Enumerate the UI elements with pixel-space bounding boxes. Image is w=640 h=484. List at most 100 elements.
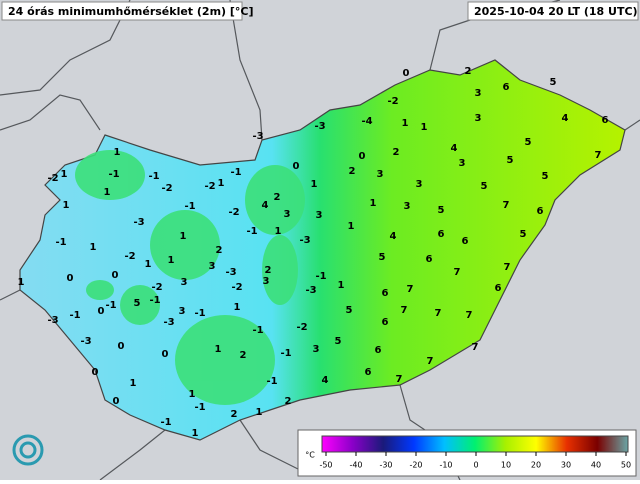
legend-tick-label: 30 xyxy=(561,461,571,470)
station-value: 5 xyxy=(550,77,557,88)
country-area xyxy=(19,59,626,441)
station-value: -1 xyxy=(69,310,80,321)
station-value: 7 xyxy=(454,267,461,278)
station-value: 1 xyxy=(402,118,409,129)
station-value: -1 xyxy=(194,308,205,319)
station-value: 1 xyxy=(256,407,263,418)
legend-tick-label: -30 xyxy=(379,461,392,470)
title-box: 24 órás minimumhőmérséklet (2m) [°C] xyxy=(1,1,254,21)
legend-tick-label: -20 xyxy=(409,461,422,470)
station-value: 5 xyxy=(481,181,488,192)
station-value: 7 xyxy=(472,342,479,353)
station-value: -3 xyxy=(133,217,144,228)
station-value: 0 xyxy=(162,349,169,360)
station-value: -3 xyxy=(299,235,310,246)
station-value: -1 xyxy=(108,169,119,180)
station-value: 6 xyxy=(462,236,469,247)
station-value: 7 xyxy=(401,305,408,316)
station-value: 1 xyxy=(114,147,121,158)
station-value: 6 xyxy=(537,206,544,217)
station-value: 1 xyxy=(215,344,222,355)
station-value: 1 xyxy=(18,277,25,288)
station-value: -1 xyxy=(252,325,263,336)
station-value: 3 xyxy=(475,88,482,99)
station-value: -3 xyxy=(225,267,236,278)
station-value: 1 xyxy=(180,231,187,242)
station-value: 3 xyxy=(316,210,323,221)
station-value: 6 xyxy=(438,229,445,240)
station-value: -2 xyxy=(151,282,162,293)
station-value: 5 xyxy=(542,171,549,182)
station-value: 3 xyxy=(284,209,291,220)
station-value: 1 xyxy=(192,428,199,439)
station-value: 0 xyxy=(98,306,105,317)
station-value: -1 xyxy=(160,417,171,428)
station-value: 1 xyxy=(421,122,428,133)
station-value: 5 xyxy=(507,155,514,166)
station-value: 1 xyxy=(311,179,318,190)
station-value: 7 xyxy=(466,310,473,321)
station-value: -1 xyxy=(266,376,277,387)
station-value: 2 xyxy=(216,245,223,256)
station-value: 3 xyxy=(263,276,270,287)
station-value: 5 xyxy=(520,229,527,240)
station-value: 3 xyxy=(459,158,466,169)
legend-unit: °C xyxy=(305,451,315,460)
station-value: 5 xyxy=(438,205,445,216)
station-value: 1 xyxy=(168,255,175,266)
station-value: -3 xyxy=(305,285,316,296)
station-value: 0 xyxy=(403,68,410,79)
timestamp-box: 2025-10-04 20 LT (18 UTC) xyxy=(467,1,639,21)
station-value: 1 xyxy=(130,378,137,389)
station-value: -1 xyxy=(184,201,195,212)
station-value: 2 xyxy=(231,409,238,420)
legend: °C -50 -40 -30 -20 -10 0 10 20 30 40 50 xyxy=(297,429,637,477)
station-value: -3 xyxy=(80,336,91,347)
legend-tick-label: 0 xyxy=(473,461,478,470)
station-value: 1 xyxy=(348,221,355,232)
color-bar xyxy=(321,435,629,453)
station-value: 1 xyxy=(234,302,241,313)
station-value: 5 xyxy=(346,305,353,316)
station-value: -3 xyxy=(163,317,174,328)
station-value: 1 xyxy=(63,200,70,211)
station-value: 2 xyxy=(240,350,247,361)
legend-tick-label: 10 xyxy=(501,461,511,470)
station-value: 3 xyxy=(179,306,186,317)
station-value: -1 xyxy=(246,226,257,237)
legend-tick-label: 20 xyxy=(531,461,541,470)
station-value: 4 xyxy=(322,375,329,386)
station-value: -2 xyxy=(387,96,398,107)
station-value: -3 xyxy=(314,121,325,132)
station-value: -2 xyxy=(124,251,135,262)
station-value: 1 xyxy=(338,280,345,291)
station-value: 0 xyxy=(112,270,119,281)
station-value: 2 xyxy=(285,396,292,407)
station-value: 2 xyxy=(274,192,281,203)
station-value: -1 xyxy=(105,300,116,311)
station-value: 6 xyxy=(426,254,433,265)
station-value: 0 xyxy=(293,161,300,172)
station-value: 0 xyxy=(113,396,120,407)
station-value: -3 xyxy=(47,315,58,326)
station-value: 6 xyxy=(365,367,372,378)
station-value: 6 xyxy=(375,345,382,356)
legend-tick-label: -10 xyxy=(439,461,452,470)
station-value: 4 xyxy=(390,231,397,242)
station-value: 7 xyxy=(427,356,434,367)
station-value: 0 xyxy=(67,273,74,284)
station-value: 1 xyxy=(275,226,282,237)
station-value: 3 xyxy=(377,169,384,180)
station-value: -2 xyxy=(296,322,307,333)
station-value: 2 xyxy=(465,66,472,77)
station-value: -4 xyxy=(361,116,372,127)
legend-tick-label: 40 xyxy=(591,461,601,470)
station-value: -2 xyxy=(161,183,172,194)
station-value: 4 xyxy=(262,200,269,211)
station-value: -2 xyxy=(204,181,215,192)
station-value: -1 xyxy=(148,171,159,182)
station-value: 3 xyxy=(475,113,482,124)
station-value: 1 xyxy=(189,389,196,400)
